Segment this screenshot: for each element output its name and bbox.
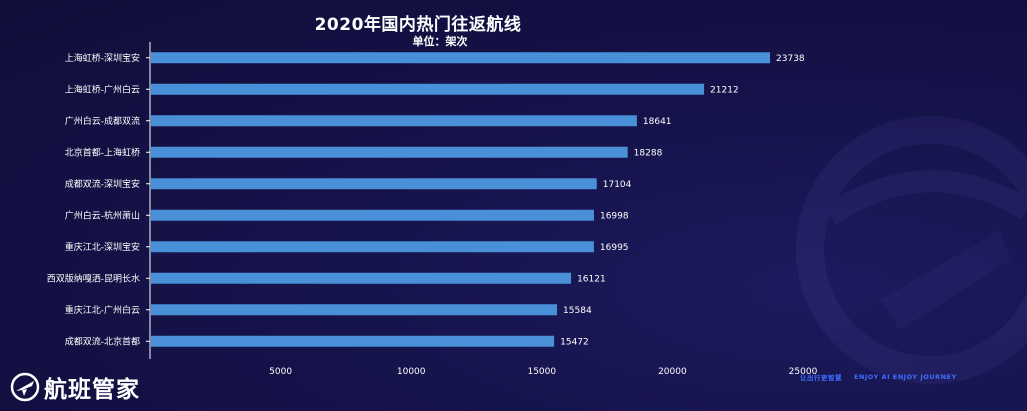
category-label: 成都双流-深圳宝安 — [65, 178, 140, 190]
value-label: 18641 — [643, 117, 672, 127]
bar — [151, 178, 597, 190]
category-label: 成都双流-北京首都 — [65, 335, 140, 347]
slogan-en: ENJOY AI ENJOY JOURNEY — [854, 373, 957, 381]
category-label: 上海虹桥-广州白云 — [65, 83, 140, 95]
bar — [151, 272, 572, 284]
bar — [151, 146, 628, 158]
bar — [151, 52, 771, 64]
bar — [151, 241, 594, 253]
x-tick-label: 5000 — [269, 367, 292, 377]
brand-logo: 航班管家 — [10, 370, 140, 404]
bar — [151, 335, 555, 347]
bar — [151, 304, 558, 316]
bar — [151, 83, 705, 95]
value-label: 15472 — [560, 337, 589, 347]
value-label: 15584 — [563, 306, 592, 316]
bar — [151, 115, 637, 127]
category-label: 西双版纳嘎洒-昆明长水 — [47, 272, 140, 284]
plane-logo-icon — [10, 372, 40, 402]
value-label: 23738 — [776, 54, 805, 64]
category-label: 上海虹桥-深圳宝安 — [65, 52, 140, 64]
brand-slogan: 让出行更智慧 ENJOY AI ENJOY JOURNEY — [800, 372, 957, 382]
x-tick-label: 20000 — [658, 367, 687, 377]
chart-subtitle: 单位：架次 — [412, 35, 468, 48]
value-label: 16998 — [600, 211, 629, 221]
category-label: 重庆江北-广州白云 — [65, 304, 140, 316]
x-tick-label: 25000 — [789, 367, 818, 377]
slogan-cn: 让出行更智慧 — [800, 374, 842, 382]
chart-title: 2020年国内热门往返航线 — [314, 15, 522, 35]
category-label: 广州白云-杭州萧山 — [65, 209, 140, 221]
category-label: 广州白云-成都双流 — [65, 115, 140, 127]
value-label: 21212 — [710, 85, 739, 95]
bar — [151, 209, 594, 221]
value-label: 17104 — [603, 180, 632, 190]
value-label: 16995 — [600, 243, 629, 253]
brand-name: 航班管家 — [44, 377, 140, 403]
category-label: 重庆江北-深圳宝安 — [65, 241, 140, 253]
category-label: 北京首都-上海虹桥 — [65, 146, 140, 158]
value-label: 18288 — [634, 148, 663, 158]
x-tick-label: 10000 — [397, 367, 426, 377]
x-tick-label: 15000 — [527, 367, 556, 377]
value-label: 16121 — [577, 274, 606, 284]
